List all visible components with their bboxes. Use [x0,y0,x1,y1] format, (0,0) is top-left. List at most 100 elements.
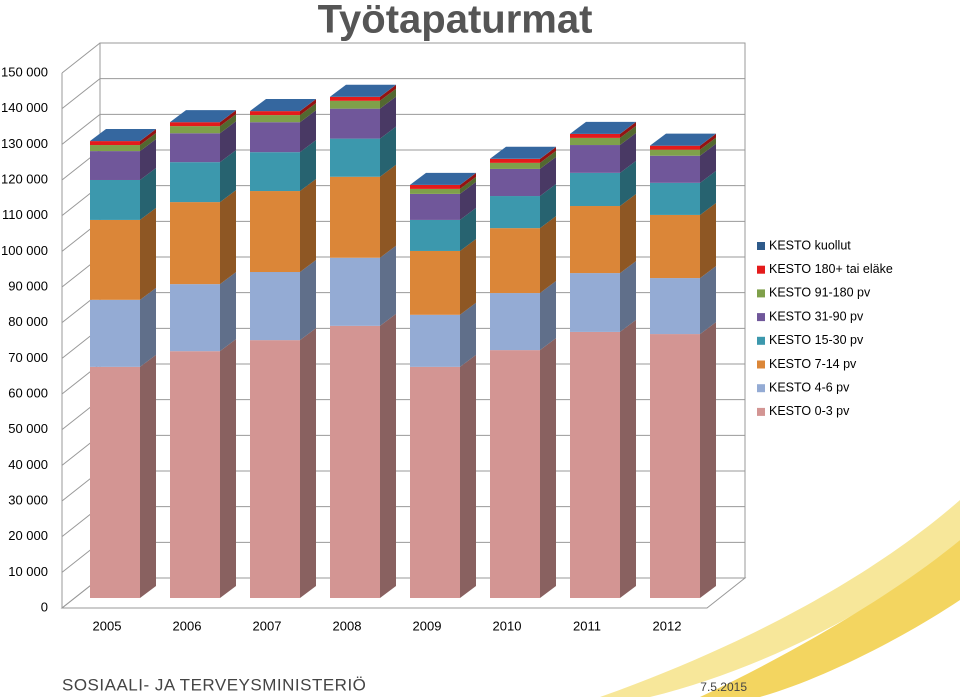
legend-label: KESTO kuollut [769,238,851,252]
x-tick-label: 2010 [493,618,522,633]
bar-segment [650,334,700,598]
bar-segment-side [460,238,476,315]
footer-date: 7.5.2015 [700,680,747,694]
y-tick-label: 10 000 [8,564,48,579]
bar-segment-side [380,96,396,139]
bar-segment-side [700,170,716,215]
bar-segment-side [220,339,236,598]
bar-segment-side [620,194,636,274]
y-tick-label: 70 000 [8,350,48,365]
bar-segment-side [540,184,556,229]
legend-swatch [757,360,765,369]
y-tick-label: 100 000 [1,243,48,258]
bar-segment [650,182,700,215]
bar-segment-side [700,266,716,335]
bar-segment-side [300,99,316,116]
bar-segment [570,172,620,207]
x-tick-label: 2005 [93,618,122,633]
bar-segment-side [220,110,236,123]
bar-segment-side [700,143,716,183]
y-tick-label: 20 000 [8,528,48,543]
bar-segment-side [460,172,476,185]
bar-segment-side [140,129,156,146]
bar-segment [250,115,300,123]
bar-segment [490,158,540,163]
bar-segment-side [220,114,236,134]
bar-segment [410,250,460,315]
y-tick-label: 50 000 [8,421,48,436]
bar-segment [170,133,220,163]
bar-segment-side [380,84,396,101]
grid-line [61,327,745,359]
bar-segment [330,96,380,101]
grid-line [61,541,745,573]
bar-segment [170,122,220,127]
bar-segment [330,108,380,139]
bar-segment-side [140,167,156,220]
bar-segment-side [300,179,316,273]
decor-swoosh [700,540,960,697]
bar-segment-side [300,328,316,598]
bar-segment [90,179,140,220]
bar-segment [650,214,700,279]
bar-segment [90,219,140,300]
y-tick-label: 110 000 [2,207,48,222]
bar-segment [250,122,300,153]
bar-top [570,121,636,134]
grid-line [61,434,745,466]
bar-segment-side [380,313,396,598]
bar-segment [410,193,460,220]
bar-segment [570,331,620,598]
bar-segment [250,191,300,273]
y-tick-label: 80 000 [8,314,48,329]
bar-segment-side [140,287,156,367]
legend-swatch [757,313,765,322]
floor [60,577,747,609]
bar-segment [90,366,140,598]
bar-top [410,172,476,185]
x-tick-label: 2009 [413,618,442,633]
bar-segment-side [540,281,556,351]
bar-segment [650,155,700,183]
grid-line [61,470,745,502]
grid-line [61,292,745,324]
bar-segment [490,293,540,351]
bar-segment-side [540,146,556,159]
bar-segment [650,149,700,156]
x-tick-label: 2006 [173,618,202,633]
y-tick-label: 60 000 [8,385,48,400]
legend-swatch [757,289,765,298]
bar-segment [170,202,220,285]
bar-segment [250,272,300,341]
legend-swatch [757,407,765,416]
bar-segment [570,137,620,146]
grid-line [61,399,745,431]
bar-segment [410,314,460,367]
bar-segment-side [620,319,636,598]
bar-segment-side [220,190,236,285]
bar-segment [570,273,620,332]
legend-label: KESTO 7-14 pv [769,357,857,371]
bar-segment-side [300,99,316,112]
grid-line [61,149,745,181]
bar-segment-side [540,146,556,163]
bar-segment-side [380,164,396,258]
grid-line [61,220,745,252]
bar-segment [330,100,380,109]
bar-segment-side [220,121,236,163]
grid-line [61,363,745,395]
bar-segment [170,284,220,352]
bar-top [170,110,236,123]
bar-segment [650,278,700,335]
bar-segment-side [460,176,476,194]
bar-segment-side [620,160,636,207]
grid-line [61,577,745,609]
bar-segment-side [700,133,716,146]
legend-swatch [757,336,765,345]
bar-segment-side [220,110,236,127]
bar-segment-side [620,125,636,146]
bar-segment [410,219,460,251]
bar-segment [570,206,620,274]
bar-segment-side [140,128,156,142]
bar-top [490,146,556,159]
